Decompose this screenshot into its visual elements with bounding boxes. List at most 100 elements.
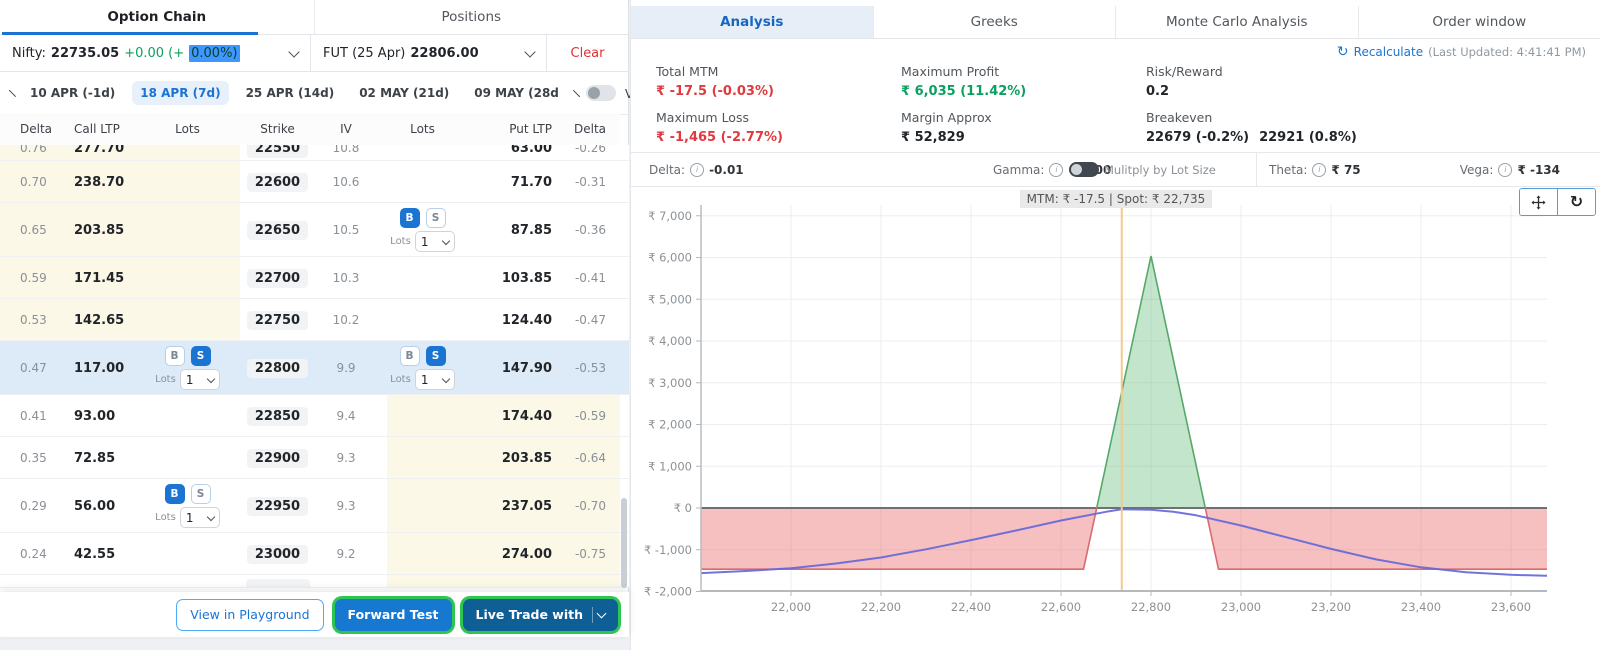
option-row-22600[interactable]: 0.70 238.70 22600 10.6 71.70 -0.31 <box>0 161 629 203</box>
future-selector[interactable]: FUT (25 Apr) 22806.00 <box>311 35 547 71</box>
lots-select[interactable]: 1 <box>414 231 455 252</box>
svg-text:23,400: 23,400 <box>1401 600 1441 614</box>
multiply-lot-size-toggle[interactable] <box>1069 162 1099 177</box>
put-delta: -0.64 <box>574 451 606 465</box>
svg-text:₹ 3,000: ₹ 3,000 <box>648 376 692 390</box>
option-row-22900[interactable]: 0.35 72.85 22900 9.3 203.85 -0.64 <box>0 437 629 479</box>
expiry-row: 10 APR (-1d) 18 APR (7d) 25 APR (14d) 02 MA… <box>0 72 738 115</box>
option-row-22950[interactable]: 0.29 56.00 B S Lots 1 22950 9.3 237.05 -0.70 <box>0 479 629 533</box>
lots-select[interactable]: 1 <box>179 369 220 390</box>
expiry-chip-list: 10 APR (-1d) 18 APR (7d) 25 APR (14d) 02 MA… <box>22 81 567 105</box>
iv-value: 9.2 <box>336 547 356 561</box>
metric-value: ₹ 6,035 (11.42%) <box>901 84 1027 99</box>
recalculate-button[interactable]: ↻ Recalculate (Last Updated: 4:41:41 PM) <box>1337 45 1586 59</box>
metric-label: Risk/Reward <box>1146 64 1223 79</box>
chevron-down-icon <box>441 236 451 245</box>
call-ltp: 171.45 <box>74 270 125 286</box>
iv-value: 9.9 <box>336 361 356 375</box>
left-panel-tabs: Option Chain Positions <box>0 0 628 35</box>
buy-button[interactable]: B <box>399 208 420 228</box>
lots-label: Lots <box>390 236 411 247</box>
reset-icon: ↻ <box>1569 192 1584 211</box>
chevron-down-icon <box>206 374 216 383</box>
lots-select[interactable]: 1 <box>179 507 220 528</box>
row-content: 0.76 277.70 22550 10.8 63.00 -0.26 <box>0 145 629 160</box>
call-trade-cell: B S Lots 1 <box>140 341 235 394</box>
table-scrollbar[interactable] <box>621 498 627 588</box>
strike-chip: 22850 <box>246 406 309 426</box>
greek-label: Theta: <box>1269 162 1308 177</box>
option-row-22750[interactable]: 0.53 142.65 22750 10.2 124.40 -0.47 <box>0 299 629 341</box>
option-row-22550[interactable]: 0.76 277.70 22550 10.8 63.00 -0.26 <box>0 145 629 161</box>
header-call-lots: Lots <box>175 122 200 136</box>
call-trade-cell: B S Lots 1 <box>140 479 235 532</box>
option-row-23000[interactable]: 0.24 42.55 23000 9.2 274.00 -0.75 <box>0 533 629 575</box>
tab-order-window[interactable]: Order window <box>1432 14 1527 30</box>
info-icon[interactable]: i <box>1312 162 1327 177</box>
header-put-delta: Delta <box>573 122 606 136</box>
lots-label: Lots <box>155 374 176 385</box>
forward-test-button[interactable]: Forward Test <box>334 598 452 631</box>
info-icon[interactable]: i <box>1049 162 1064 177</box>
tab-monte-carlo[interactable]: Monte Carlo Analysis <box>1116 6 1359 38</box>
expiry-chip-1[interactable]: 18 APR (7d) <box>132 81 229 105</box>
sell-button[interactable]: S <box>425 208 446 228</box>
expiry-chip-4[interactable]: 09 MAY (28d <box>474 86 559 100</box>
put-itm-zone <box>387 575 620 587</box>
payoff-chart: ₹ 7,000 ₹ 6,000 ₹ 5,000 ₹ 4,000 ₹ 3,000 ₹ 2,0… <box>644 205 1548 614</box>
call-delta: 0.24 <box>20 547 47 561</box>
view-positions-toggle[interactable] <box>585 85 616 101</box>
tab-greeks[interactable]: Greeks <box>874 6 1116 38</box>
live-trade-button[interactable]: Live Trade with <box>462 598 618 631</box>
strike-cell: 22950 <box>240 479 315 532</box>
info-icon[interactable]: i <box>690 162 705 177</box>
call-ltp: 42.55 <box>74 546 116 562</box>
put-ltp: 237.05 <box>501 498 552 514</box>
strike-cell: 22700 <box>240 257 315 298</box>
call-itm-zone <box>0 161 240 202</box>
greek-value: ₹ 75 <box>1331 162 1361 177</box>
info-icon[interactable]: i <box>1498 162 1513 177</box>
expiry-chip-3[interactable]: 02 MAY (21d) <box>359 86 450 100</box>
strike-chip: 22750 <box>246 310 309 330</box>
expiry-chip-0[interactable]: 10 APR (-1d) <box>30 86 116 100</box>
svg-text:22,800: 22,800 <box>1131 600 1171 614</box>
instrument-selector[interactable]: Nifty: 22735.05 +0.00 (+ 0.00%) <box>0 35 311 71</box>
buy-button[interactable]: B <box>164 484 185 504</box>
greek-delta: Delta: i -0.01 <box>649 153 744 186</box>
chevron-right-icon[interactable] <box>572 89 580 97</box>
put-ltp: 63.00 <box>510 145 552 156</box>
sell-button[interactable]: S <box>190 484 211 504</box>
option-row-22800[interactable]: 0.47 117.00 B S Lots 1 22800 9.9 B S Lots 1 147.90 -0… <box>0 341 629 395</box>
view-in-playground-button[interactable]: View in Playground <box>176 598 324 631</box>
tab-positions[interactable]: Positions <box>313 0 629 34</box>
pan-button[interactable] <box>1520 189 1557 215</box>
option-row-22850[interactable]: 0.41 93.00 22850 9.4 174.40 -0.59 <box>0 395 629 437</box>
call-ltp: 72.85 <box>74 450 116 466</box>
sell-button[interactable]: S <box>190 346 211 366</box>
tab-analysis[interactable]: Analysis <box>631 6 874 38</box>
chevron-left-icon[interactable] <box>8 89 17 97</box>
buy-button[interactable]: B <box>399 346 420 366</box>
buy-button[interactable]: B <box>164 346 185 366</box>
option-row-22700[interactable]: 0.59 171.45 22700 10.3 103.85 -0.41 <box>0 257 629 299</box>
iv-value: 10.3 <box>332 271 360 285</box>
multiply-lot-size-label: Mulitply by Lot Size <box>1104 162 1216 177</box>
tab-option-chain[interactable]: Option Chain <box>0 0 314 35</box>
call-delta: 0.47 <box>20 361 47 375</box>
metric-value: 0.2 <box>1146 84 1170 99</box>
reset-zoom-button[interactable]: ↻ <box>1557 189 1595 215</box>
lots-control: Lots 1 <box>390 231 455 252</box>
svg-text:22,200: 22,200 <box>861 600 901 614</box>
expiry-chip-2[interactable]: 25 APR (14d) <box>245 86 335 100</box>
put-itm-zone <box>387 437 620 478</box>
option-row-22650[interactable]: 0.65 203.85 22650 10.5 B S Lots 1 87.85 -0.36 <box>0 203 629 257</box>
clear-button[interactable]: Clear <box>570 45 605 61</box>
strike-chip: 22950 <box>246 496 309 516</box>
trade-widget-put: B S Lots 1 <box>390 208 455 252</box>
sell-button[interactable]: S <box>425 346 446 366</box>
lots-control: Lots 1 <box>155 369 220 390</box>
option-row-partial[interactable] <box>0 575 629 588</box>
metric-label: Breakeven <box>1146 110 1213 125</box>
lots-select[interactable]: 1 <box>414 369 455 390</box>
